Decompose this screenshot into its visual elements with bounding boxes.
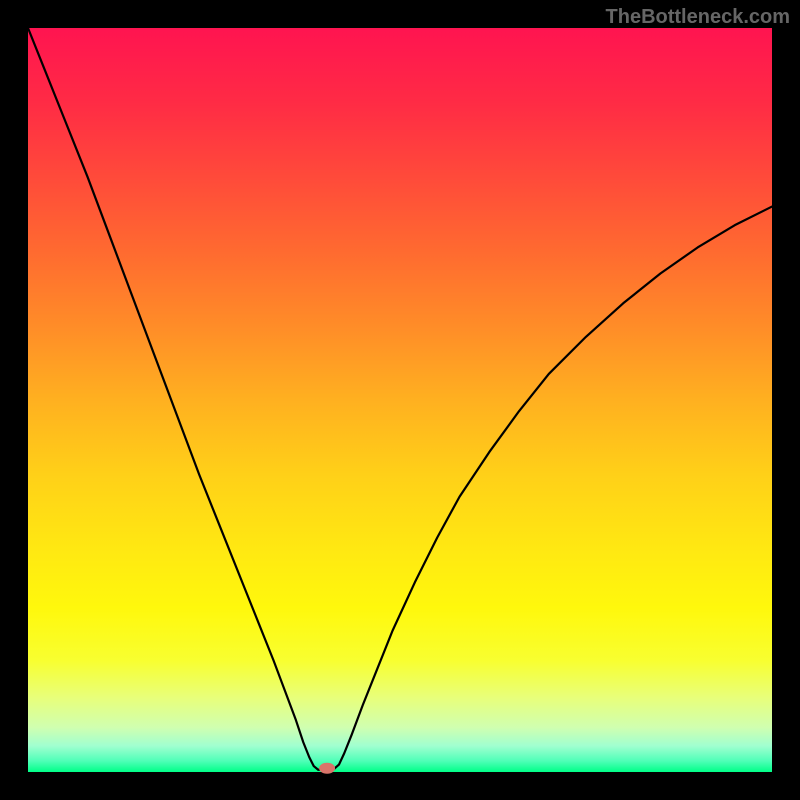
plot-background — [28, 28, 772, 772]
chart-container: TheBottleneck.com — [0, 0, 800, 800]
bottleneck-chart — [0, 0, 800, 800]
minimum-marker — [319, 763, 335, 774]
watermark-text: TheBottleneck.com — [606, 6, 790, 29]
